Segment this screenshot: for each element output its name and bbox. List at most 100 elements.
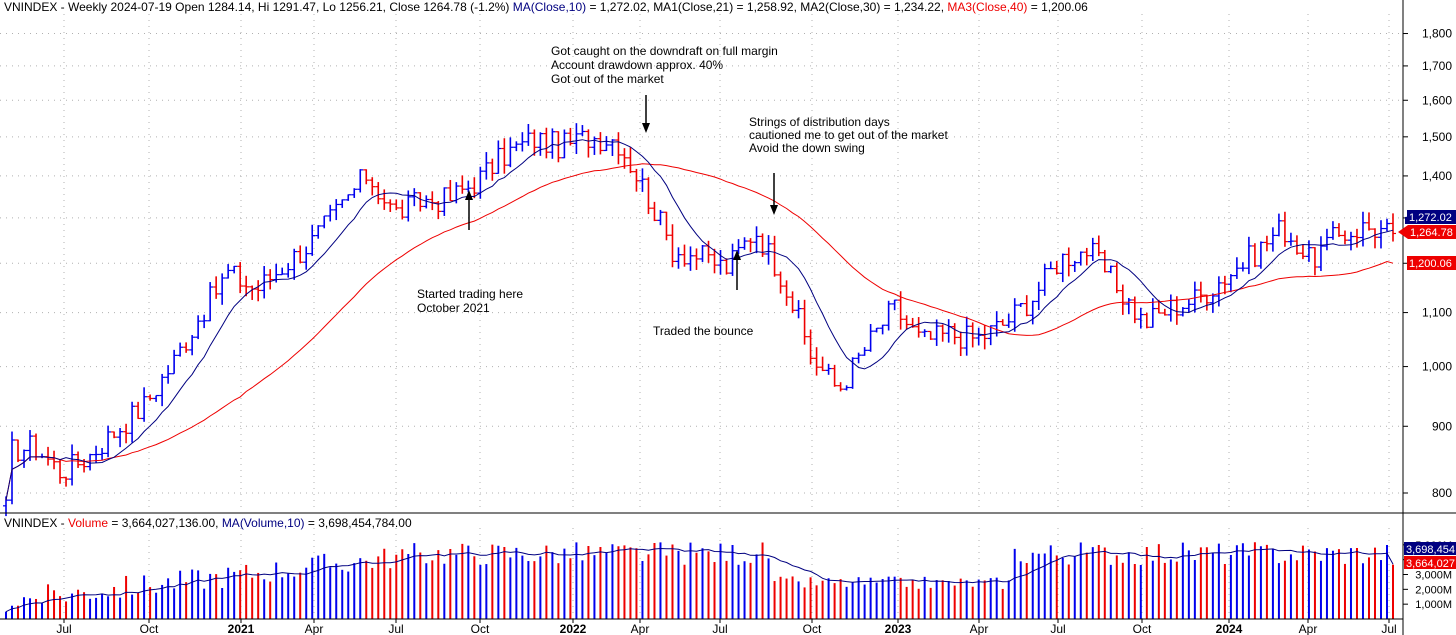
ohlc-bar — [1275, 213, 1282, 237]
annotation-started-line2: October 2021 — [417, 301, 490, 315]
ohlc-bar — [177, 342, 184, 357]
ohlc-bar — [447, 179, 454, 202]
ohlc-bar — [135, 401, 142, 420]
ohlc-bar — [363, 169, 370, 185]
ohlc-bar — [1065, 247, 1072, 277]
ohlc-bar — [1089, 237, 1096, 261]
annotation-caught-line1: Got caught on the downdraft on full marg… — [551, 44, 778, 58]
ohlc-bar — [513, 141, 520, 152]
ohlc-bar — [711, 248, 718, 274]
time-tick-label: Jul — [712, 622, 727, 635]
ohlc-bar — [801, 299, 808, 345]
ohlc-bar — [747, 238, 754, 253]
ohlc-bar — [537, 132, 544, 156]
ohlc-bar — [693, 248, 700, 270]
svg-text:1,272.02: 1,272.02 — [1409, 212, 1452, 224]
ohlc-bar — [1113, 262, 1120, 294]
ohlc-bar — [417, 192, 424, 212]
ohlc-bar — [171, 349, 178, 375]
ohlc-bar — [699, 245, 706, 263]
ohlc-bar — [879, 324, 886, 335]
annotation-caught-line2: Account drawdown approx. 40% — [551, 58, 723, 72]
time-tick-label: 2024 — [1216, 622, 1243, 635]
ohlc-bar — [1257, 241, 1264, 269]
ohlc-bar — [531, 129, 538, 156]
price-tick-label: 1,500 — [1422, 130, 1452, 144]
ohlc-bar — [411, 188, 418, 207]
ohlc-bar — [315, 225, 322, 239]
ohlc-bar — [855, 352, 862, 364]
ohlc-bar — [903, 315, 910, 330]
ohlc-bar — [153, 394, 160, 402]
ohlc-bar — [483, 152, 490, 180]
ohlc-bar — [999, 319, 1006, 326]
ohlc-bar — [123, 423, 130, 444]
volume-ma-line — [5, 547, 1394, 613]
ohlc-bar — [1359, 211, 1366, 247]
ohlc-bar — [891, 299, 898, 311]
ohlc-bar — [657, 209, 664, 226]
ohlc-bar — [627, 146, 634, 174]
price-tick-label: 1,100 — [1422, 306, 1452, 320]
volume-bars — [5, 542, 1394, 619]
ohlc-bar — [1239, 262, 1246, 272]
ohlc-bar — [771, 235, 778, 277]
annotation-started: Started trading here October 2021 — [417, 190, 523, 315]
ohlc-bar — [1011, 298, 1018, 332]
ohlc-bar — [561, 129, 568, 159]
time-tick-label: 2022 — [560, 622, 587, 635]
ohlc-bar — [939, 324, 946, 342]
time-tick-label: 2021 — [228, 622, 255, 635]
ohlc-bar — [867, 324, 874, 352]
annotation-caught-line3: Got out of the market — [551, 72, 664, 86]
ohlc-bar — [741, 237, 748, 250]
time-tick-label: Jul — [56, 622, 71, 635]
ohlc-bar — [1161, 308, 1168, 316]
ohlc-bar — [255, 280, 262, 302]
ohlc-bar — [819, 356, 826, 372]
ohlc-bar — [1023, 295, 1030, 317]
ohlc-bar — [69, 444, 76, 486]
ohlc-bar — [567, 127, 574, 146]
ohlc-bar — [1137, 307, 1144, 329]
volume-ma-value-label: 3,698,454 — [1404, 542, 1456, 556]
ohlc-bar — [93, 445, 100, 463]
price-tick-label: 1,700 — [1422, 59, 1452, 73]
ohlc-bar — [1317, 236, 1324, 272]
ohlc-bar — [327, 204, 334, 222]
price-tick-label: 1,400 — [1422, 169, 1452, 183]
ohlc-bar — [357, 169, 364, 193]
ohlc-bar — [579, 125, 586, 137]
ohlc-bar — [927, 330, 934, 340]
volume-tick-label: 1,000M — [1415, 599, 1452, 611]
price-tick-label: 800 — [1432, 486, 1452, 500]
svg-text:1,200.06: 1,200.06 — [1409, 258, 1452, 270]
time-axis: Jul Oct 2021 Apr Jul Oct 2022 Apr Jul Oct 2023 Apr J… — [56, 619, 1397, 635]
volume-tick-label: 3,000M — [1415, 570, 1452, 582]
ohlc-bar — [663, 211, 670, 241]
ohlc-bar — [393, 199, 400, 211]
annotation-distribution-line1: Strings of distribution days — [749, 115, 890, 129]
annotation-distribution-line2: cautioned me to get out of the market — [749, 128, 948, 142]
ohlc-bar — [141, 387, 148, 422]
ohlc-bar — [87, 453, 94, 471]
ma10-line — [5, 139, 1394, 501]
ohlc-bar — [897, 291, 904, 330]
ohlc-bar — [1245, 236, 1252, 275]
ohlc-bar — [369, 177, 376, 196]
ohlc-bar — [963, 316, 970, 356]
ohlc-bar — [1071, 260, 1078, 272]
time-tick-label: Oct — [1133, 622, 1152, 635]
ohlc-bar — [495, 140, 502, 174]
time-tick-label: Jul — [1381, 622, 1396, 635]
ohlc-bar — [1203, 294, 1210, 311]
ohlc-bar — [987, 325, 994, 346]
ohlc-bar — [525, 124, 532, 146]
ohlc-bar — [933, 319, 940, 346]
ohlc-bar — [63, 476, 70, 487]
ohlc-bar — [1281, 211, 1288, 247]
ohlc-bar — [213, 276, 220, 299]
ohlc-bar — [9, 431, 16, 505]
time-tick-label: Apr — [305, 622, 324, 635]
ohlc-bar — [423, 195, 430, 209]
